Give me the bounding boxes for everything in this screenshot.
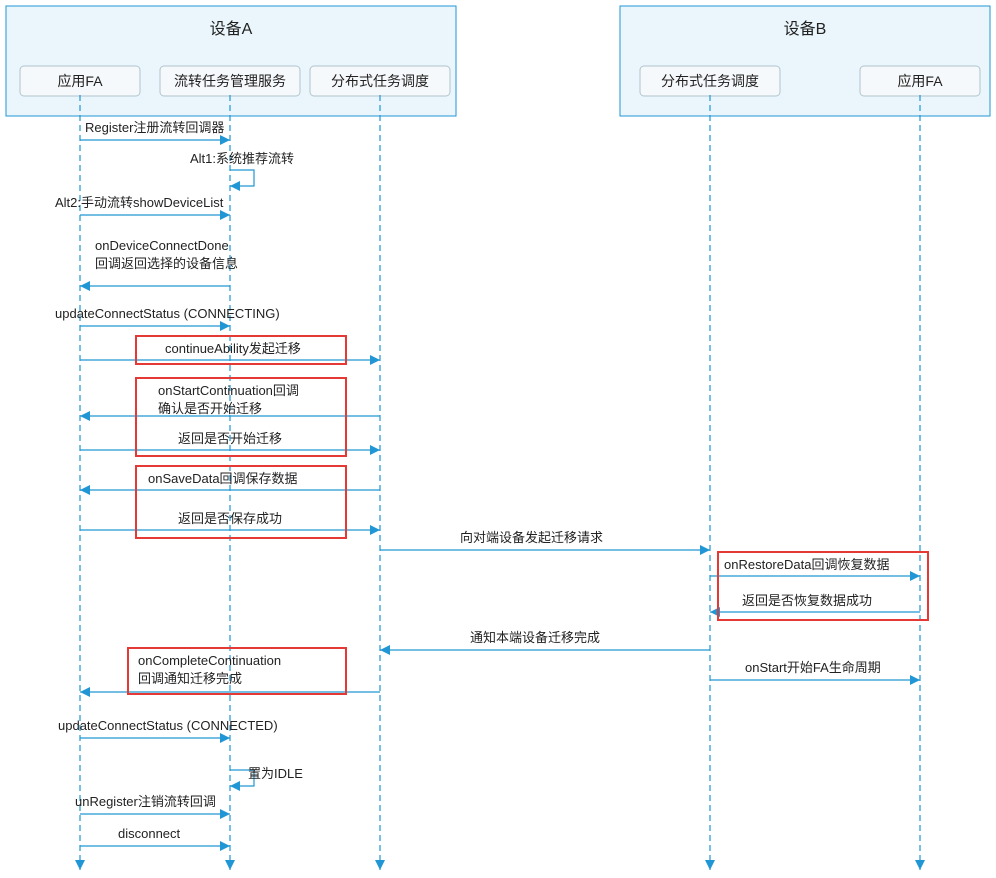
- arrow-head: [910, 571, 920, 581]
- actor-label-b_fa: 应用FA: [897, 73, 943, 89]
- msg-label-m17: disconnect: [118, 826, 181, 841]
- arrow-head: [370, 355, 380, 365]
- msg-label-m10a: onRestoreData回调恢复数据: [724, 557, 889, 572]
- msg-label-m15: 置为IDLE: [248, 766, 303, 781]
- actor-label-a_dist: 分布式任务调度: [331, 73, 429, 89]
- msg-label-m3: Alt2:手动流转showDeviceList: [55, 195, 224, 210]
- msg-label-m2: Alt1:系统推荐流转: [190, 151, 294, 166]
- msg-label-m8b: 返回是否保存成功: [178, 511, 282, 526]
- msg-label-m14: updateConnectStatus (CONNECTED): [58, 718, 278, 733]
- arrow-head: [80, 485, 90, 495]
- msg-label-m7b: 返回是否开始迁移: [178, 431, 282, 446]
- actor-label-a_fa: 应用FA: [57, 73, 103, 89]
- msg-label-m10b: 返回是否恢复数据成功: [742, 593, 872, 608]
- device-title-B: 设备B: [784, 20, 827, 38]
- msg-label-m1: Register注册流转回调器: [85, 120, 224, 135]
- arrow-head: [370, 525, 380, 535]
- arrow-head: [230, 181, 240, 191]
- msg-label-m6: continueAbility发起迁移: [165, 341, 301, 356]
- msg-label2-m12: 回调通知迁移完成: [138, 671, 242, 686]
- msg-label-m7a: onStartContinuation回调: [158, 383, 299, 398]
- msg-label-m16: unRegister注销流转回调: [75, 794, 216, 809]
- msg-label-m13: onStart开始FA生命周期: [745, 660, 881, 675]
- arrow-head: [80, 281, 90, 291]
- msg-label-m12: onCompleteContinuation: [138, 653, 281, 668]
- arrow-head: [700, 545, 710, 555]
- arrow-head: [220, 841, 230, 851]
- arrow-head: [75, 860, 85, 870]
- actor-label-b_dist: 分布式任务调度: [661, 73, 759, 89]
- arrow-head: [375, 860, 385, 870]
- msg-label-m5: updateConnectStatus (CONNECTING): [55, 306, 280, 321]
- arrow-head: [705, 860, 715, 870]
- arrow-head: [230, 781, 240, 791]
- arrow-head: [910, 675, 920, 685]
- arrow-head: [80, 687, 90, 697]
- actor-label-a_flow: 流转任务管理服务: [174, 73, 286, 89]
- msg-label2-m4a: 回调返回选择的设备信息: [95, 256, 238, 271]
- arrow-head: [370, 445, 380, 455]
- arrow-head: [220, 210, 230, 220]
- device-title-A: 设备A: [210, 20, 253, 38]
- msg-label-m4a: onDeviceConnectDone: [95, 238, 229, 253]
- arrow-head: [220, 135, 230, 145]
- arrow-head: [915, 860, 925, 870]
- arrow-head: [380, 645, 390, 655]
- msg-label-m8a: onSaveData回调保存数据: [148, 471, 298, 486]
- arrow-head: [220, 733, 230, 743]
- arrow-head: [80, 411, 90, 421]
- arrow-head: [220, 321, 230, 331]
- msg-label-m11: 通知本端设备迁移完成: [470, 630, 600, 645]
- msg-label-m9: 向对端设备发起迁移请求: [460, 530, 603, 545]
- arrow-head: [225, 860, 235, 870]
- msg-label2-m7a: 确认是否开始迁移: [158, 401, 262, 416]
- arrow-head: [220, 809, 230, 819]
- self-msg-m2: [230, 170, 254, 186]
